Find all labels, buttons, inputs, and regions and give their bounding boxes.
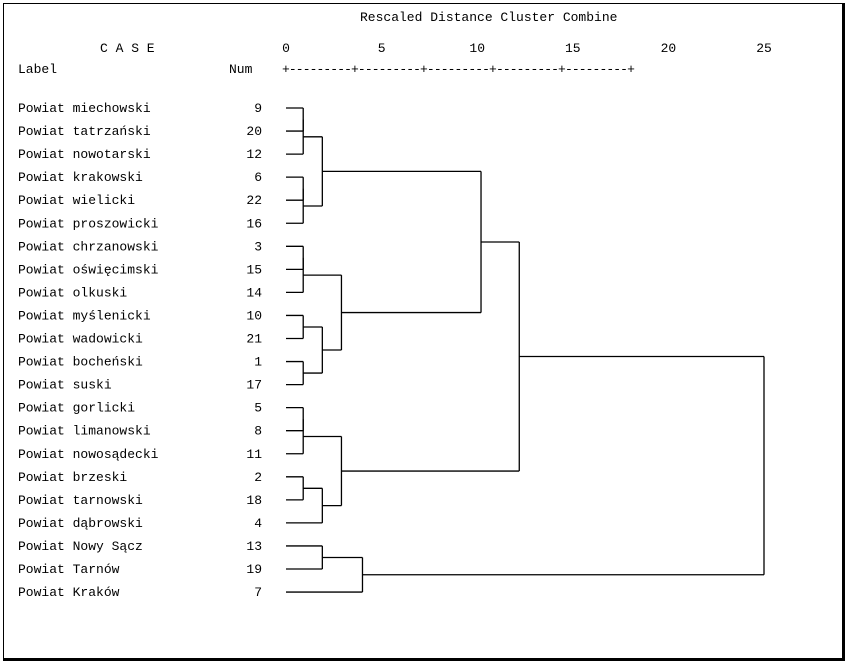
case-number: 19 <box>246 562 262 577</box>
case-label: Powiat gorlicki <box>18 401 135 416</box>
case-label: Powiat brzeski <box>18 470 127 485</box>
case-rows: Powiat miechowski 9 Powiat tatrzański 20 Pow… <box>18 101 262 600</box>
case-label: Powiat wielicki <box>18 193 135 208</box>
case-label: Powiat wadowicki <box>18 332 143 347</box>
scale-tick-label: 0 <box>282 41 290 56</box>
case-header: C A S E <box>100 41 155 56</box>
case-label: Powiat olkuski <box>18 285 127 300</box>
case-label: Powiat nowotarski <box>18 147 151 162</box>
scale-tick-label: 10 <box>469 41 485 56</box>
case-number: 5 <box>254 401 262 416</box>
scale-tick-label: 5 <box>378 41 386 56</box>
case-label: Powiat tatrzański <box>18 124 151 139</box>
case-number: 15 <box>246 262 262 277</box>
case-number: 17 <box>246 378 262 393</box>
case-label: Powiat chrzanowski <box>18 239 159 254</box>
case-label: Powiat proszowicki <box>18 216 159 231</box>
scale-tick-label: 20 <box>661 41 677 56</box>
case-label: Powiat nowosądecki <box>18 447 159 462</box>
case-label: Powiat Tarnów <box>18 562 120 577</box>
output-frame <box>3 3 845 661</box>
case-label: Powiat limanowski <box>18 424 151 439</box>
case-number: 14 <box>246 285 262 300</box>
case-number: 1 <box>254 355 262 370</box>
chart-title: Rescaled Distance Cluster Combine <box>360 10 617 25</box>
dendrogram-links <box>286 107 765 593</box>
case-label: Powiat myślenicki <box>18 308 151 323</box>
label-column-header: Label <box>18 62 57 77</box>
case-label: Powiat oświęcimski <box>18 262 159 277</box>
case-number: 16 <box>246 216 262 231</box>
case-label: Powiat miechowski <box>18 101 151 116</box>
case-number: 7 <box>254 585 262 600</box>
num-column-header: Num <box>229 62 253 77</box>
case-number: 22 <box>246 193 262 208</box>
case-number: 9 <box>254 101 262 116</box>
case-number: 4 <box>254 516 262 531</box>
case-number: 10 <box>246 308 262 323</box>
case-label: Powiat tarnowski <box>18 493 143 508</box>
case-number: 6 <box>254 170 262 185</box>
scale-rule: +---------+---------+---------+---------… <box>282 62 635 77</box>
case-label: Powiat Kraków <box>18 585 120 600</box>
case-number: 18 <box>246 493 262 508</box>
case-label: Powiat dąbrowski <box>18 516 143 531</box>
scale-ticks: 0 5 10 15 20 25 <box>282 41 772 56</box>
case-label: Powiat suski <box>18 378 112 393</box>
case-number: 21 <box>246 332 262 347</box>
case-number: 11 <box>246 447 262 462</box>
case-number: 20 <box>246 124 262 139</box>
case-number: 12 <box>246 147 262 162</box>
case-label: Powiat krakowski <box>18 170 143 185</box>
case-label: Powiat bocheński <box>18 355 143 370</box>
case-number: 3 <box>254 239 262 254</box>
case-label: Powiat Nowy Sącz <box>18 539 143 554</box>
case-number: 8 <box>254 424 262 439</box>
case-number: 13 <box>246 539 262 554</box>
scale-tick-label: 25 <box>756 41 772 56</box>
case-number: 2 <box>254 470 262 485</box>
scale-tick-label: 15 <box>565 41 581 56</box>
